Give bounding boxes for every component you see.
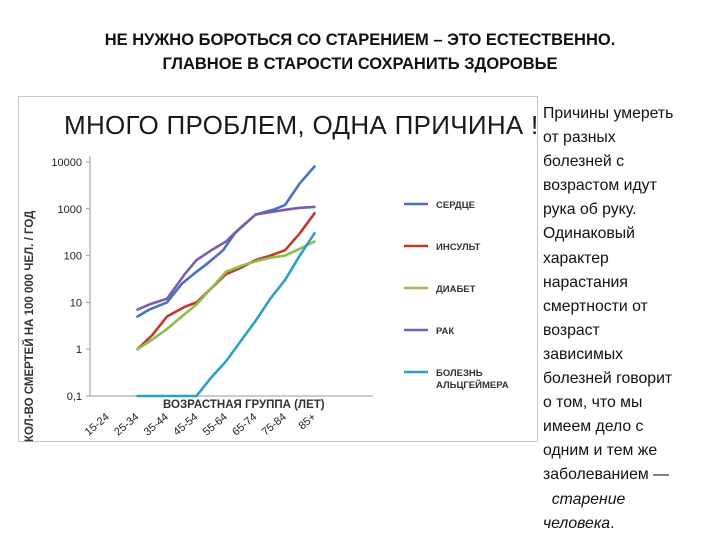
side-text-line: Причины умереть	[543, 105, 674, 122]
side-text-line: зависимых	[543, 345, 624, 363]
legend-label: СЕРДЦЕ	[436, 200, 475, 211]
side-text-line: нарастания	[543, 273, 628, 291]
y-tick-label: 1000	[58, 204, 82, 216]
side-text: Причины умереть от разных болезней с воз…	[543, 102, 715, 536]
side-text-line: человека.	[543, 512, 715, 536]
chart-title: МНОГО ПРОБЛЕМ, ОДНА ПРИЧИНА !	[64, 110, 539, 140]
y-tick-label: 0,1	[67, 391, 82, 403]
side-text-line: болезней говорит	[543, 370, 673, 388]
side-text-line: смертности от	[543, 297, 648, 315]
side-text-line: возрастом идут	[543, 177, 657, 195]
side-text-line: старение	[543, 488, 715, 512]
side-text-emphasis: человека	[543, 514, 611, 532]
side-text-line: Одинаковый	[543, 225, 635, 243]
side-text-line: возраст	[543, 321, 600, 339]
chart-border	[18, 96, 538, 442]
series-line	[136, 212, 316, 351]
y-axis-title: КОЛ-ВО СМЕРТЕЙ НА 100 000 ЧЕЛ. / ГОД	[23, 211, 36, 442]
side-text-line: болезней с	[543, 153, 625, 171]
legend-label: РАК	[436, 326, 454, 337]
chart-series	[136, 165, 316, 398]
series-line	[136, 232, 316, 398]
side-text-line: о том, что мы	[543, 394, 643, 412]
slide-title-line-2: ГЛАВНОЕ В СТАРОСТИ СОХРАНИТЬ ЗДОРОВЬЕ	[162, 55, 558, 73]
y-tick-label: 10000	[51, 157, 82, 169]
slide-title: НЕ НУЖНО БОРОТЬСЯ СО СТАРЕНИЕМ – ЭТО ЕСТ…	[0, 28, 720, 76]
y-tick-label: 100	[64, 251, 82, 263]
side-text-line: от разных	[543, 129, 616, 147]
series-line	[136, 205, 316, 311]
side-text-end: .	[610, 514, 615, 532]
series-line	[136, 240, 316, 351]
side-text-line: рука об руку.	[543, 201, 637, 219]
series-line	[136, 165, 316, 318]
legend-label: БОЛЕЗНЬ АЛЬЦГЕЙМЕРА	[436, 368, 509, 391]
side-text-emphasis: старение	[551, 490, 626, 508]
y-tick-label: 10	[70, 297, 82, 309]
side-text-line: характер	[543, 249, 609, 267]
y-tick-label: 1	[76, 344, 82, 356]
chart-legend: СЕРДЦЕ ИНСУЛЬТ ДИАБЕТ РАК БОЛЕЗНЬ АЛЬЦГЕЙМЕРА	[404, 200, 509, 391]
slide-title-line-1: НЕ НУЖНО БОРОТЬСЯ СО СТАРЕНИЕМ – ЭТО ЕСТ…	[104, 31, 616, 49]
x-axis-title: ВОЗРАСТНАЯ ГРУППА (ЛЕТ)	[163, 399, 325, 411]
side-text-line: одним и тем же	[543, 442, 658, 460]
legend-label: ИНСУЛЬТ	[436, 242, 481, 253]
legend-label-part: БОЛЕЗНЬ	[436, 368, 483, 379]
side-text-line: заболеванием —	[543, 466, 669, 484]
side-text-line: имеем дело с	[543, 418, 644, 436]
legend-label: ДИАБЕТ	[436, 284, 476, 295]
legend-label-part: АЛЬЦГЕЙМЕРА	[436, 379, 509, 391]
